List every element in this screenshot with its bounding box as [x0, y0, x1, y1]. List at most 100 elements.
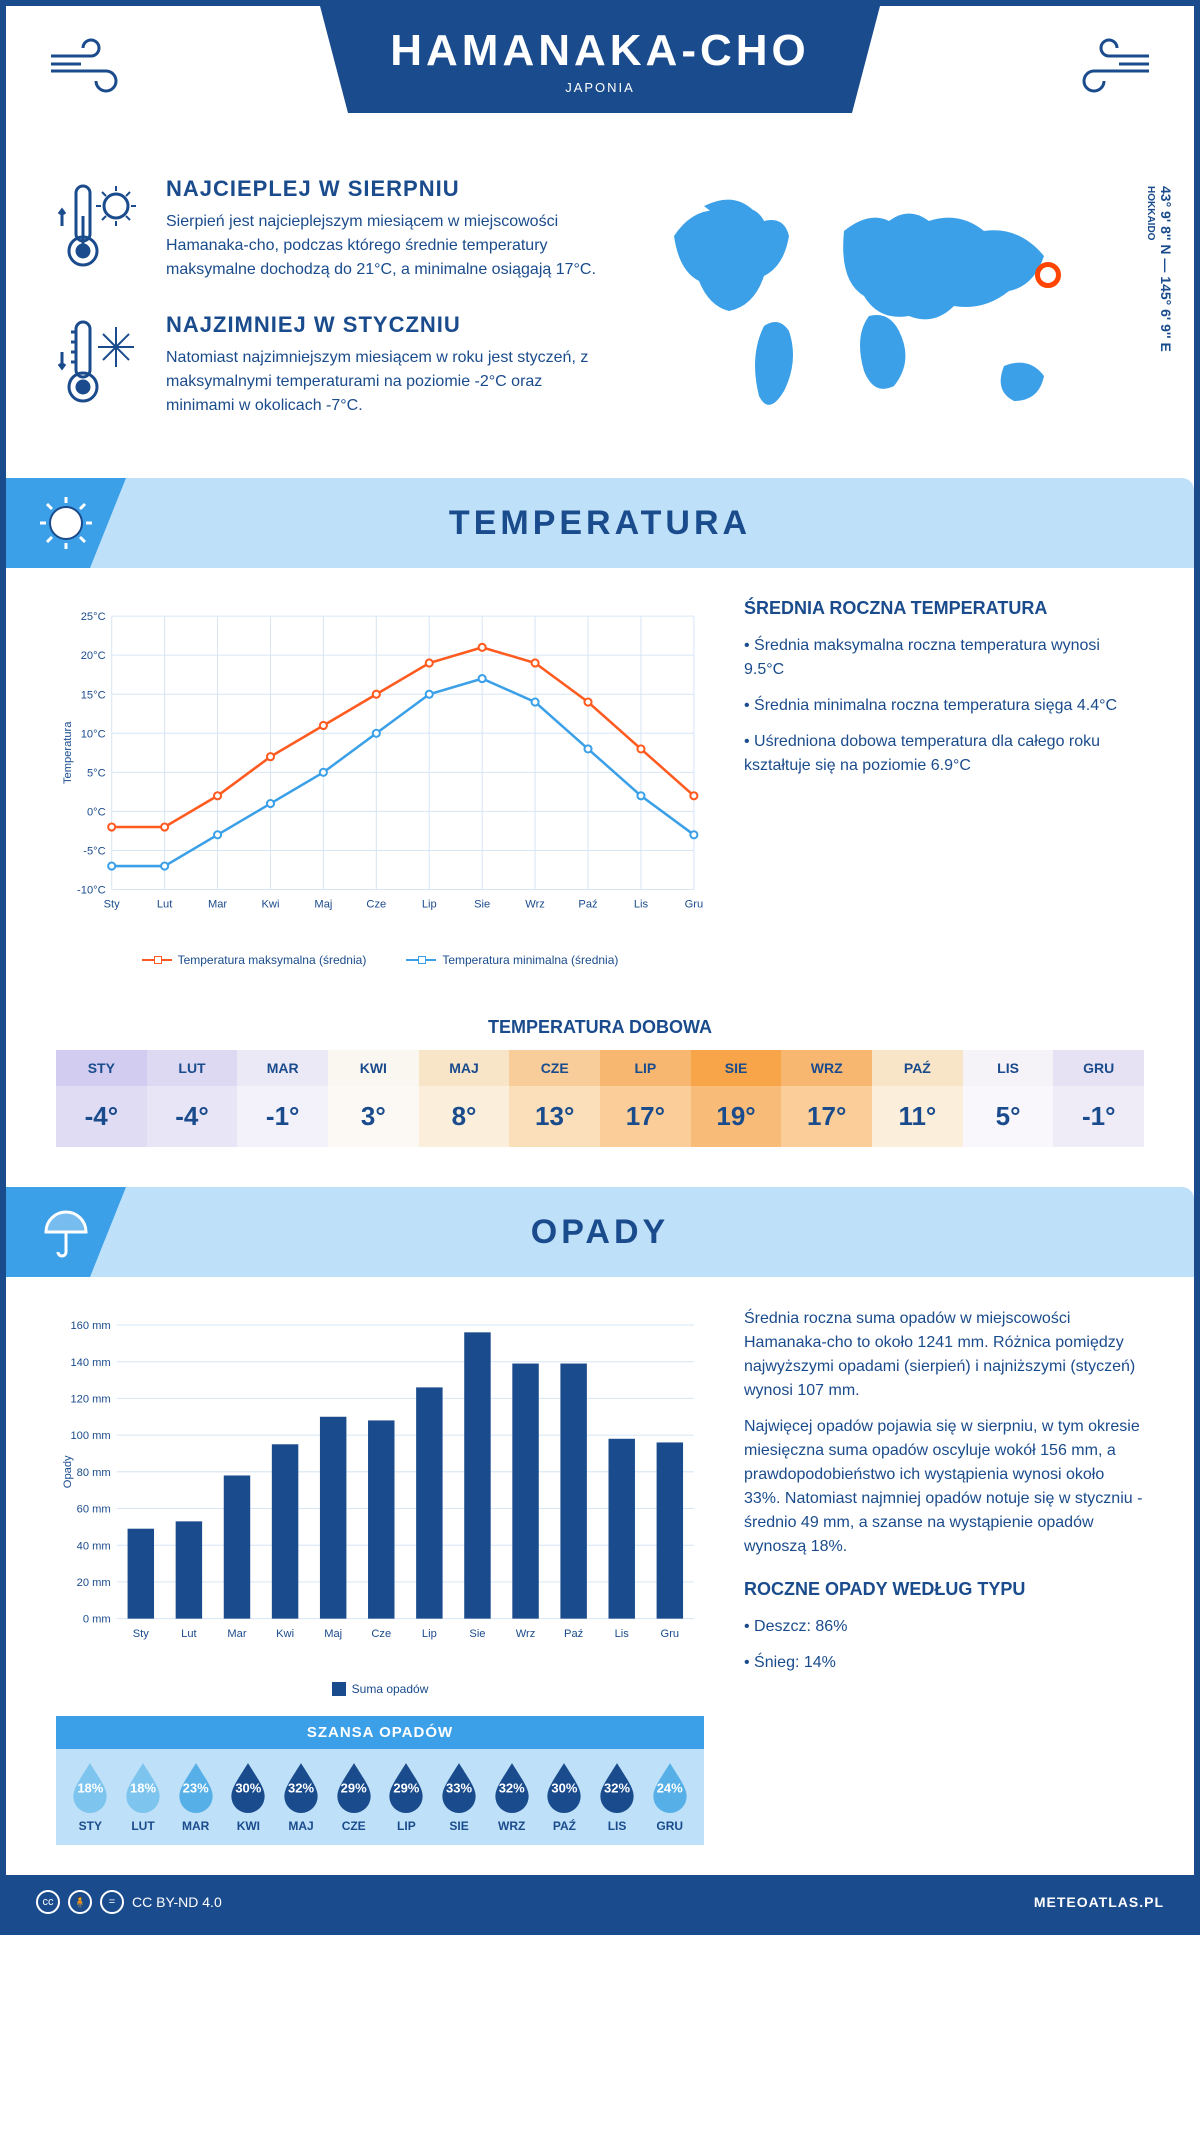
svg-text:0 mm: 0 mm: [83, 1614, 111, 1626]
svg-text:Temperatura: Temperatura: [62, 721, 74, 784]
warmest-block: NAJCIEPLEJ W SIERPNIU Sierpień jest najc…: [56, 176, 604, 287]
header: HAMANAKA-CHO JAPONIA: [6, 6, 1194, 166]
temp-content: -10°C-5°C0°C5°C10°C15°C20°C25°CStyLutMar…: [6, 598, 1194, 997]
chance-cell: 24%GRU: [643, 1761, 696, 1833]
temp-section-header: TEMPERATURA: [6, 478, 1194, 568]
daily-cell: STY-4°: [56, 1050, 147, 1147]
temp-bullet: Średnia minimalna roczna temperatura się…: [744, 694, 1144, 718]
top-section: NAJCIEPLEJ W SIERPNIU Sierpień jest najc…: [6, 166, 1194, 478]
svg-text:Paź: Paź: [578, 899, 598, 911]
legend-item: .lg-line[style*='#3ba0e8']::after{border…: [406, 953, 618, 967]
chance-cell: 32%LIS: [591, 1761, 644, 1833]
thermometer-sun-icon: [56, 176, 146, 287]
svg-text:20 mm: 20 mm: [77, 1577, 111, 1589]
svg-text:Opady: Opady: [62, 1455, 74, 1488]
infographic-container: HAMANAKA-CHO JAPONIA NAJCIEPLEJ W SIERPN…: [0, 0, 1200, 1935]
precip-types-title: ROCZNE OPADY WEDŁUG TYPU: [744, 1579, 1144, 1600]
precip-section-header: OPADY: [6, 1187, 1194, 1277]
svg-text:Wrz: Wrz: [516, 1628, 536, 1640]
page-title: HAMANAKA-CHO: [360, 26, 840, 76]
svg-text:5°C: 5°C: [87, 767, 106, 779]
temp-text-title: ŚREDNIA ROCZNA TEMPERATURA: [744, 598, 1144, 619]
svg-text:Wrz: Wrz: [525, 899, 545, 911]
temp-bullet: Średnia maksymalna roczna temperatura wy…: [744, 634, 1144, 682]
site-name: METEOATLAS.PL: [1034, 1894, 1164, 1910]
chance-cell: 29%LIP: [380, 1761, 433, 1833]
daily-cell: MAR-1°: [237, 1050, 328, 1147]
chance-box: SZANSA OPADÓW 18%STY18%LUT23%MAR30%KWI32…: [56, 1716, 704, 1845]
precip-legend: Suma opadów: [56, 1682, 704, 1696]
coords-text: 43° 9' 8'' N — 145° 6' 9'' E: [1158, 186, 1174, 352]
svg-text:Maj: Maj: [314, 899, 332, 911]
by-icon: 🧍: [68, 1890, 92, 1914]
daily-temp-title: TEMPERATURA DOBOWA: [6, 1017, 1194, 1038]
precip-title: OPADY: [531, 1213, 669, 1252]
svg-text:Kwi: Kwi: [261, 899, 279, 911]
svg-text:Sty: Sty: [104, 899, 121, 911]
daily-cell: GRU-1°: [1053, 1050, 1144, 1147]
daily-cell: CZE13°: [509, 1050, 600, 1147]
temp-chart-col: -10°C-5°C0°C5°C10°C15°C20°C25°CStyLutMar…: [56, 598, 704, 967]
svg-text:Lip: Lip: [422, 899, 437, 911]
map-col: 43° 9' 8'' N — 145° 6' 9'' E HOKKAIDO: [644, 176, 1144, 448]
svg-text:Lip: Lip: [422, 1628, 437, 1640]
svg-text:160 mm: 160 mm: [70, 1320, 110, 1332]
svg-text:Lis: Lis: [634, 899, 649, 911]
svg-text:Sie: Sie: [474, 899, 490, 911]
temp-legend: .lg-line[style*='#ff5a1f']::after{border…: [56, 953, 704, 967]
svg-text:25°C: 25°C: [81, 611, 106, 623]
top-info-col: NAJCIEPLEJ W SIERPNIU Sierpień jest najc…: [56, 176, 604, 448]
chance-cell: 32%MAJ: [275, 1761, 328, 1833]
svg-text:20°C: 20°C: [81, 650, 106, 662]
svg-text:Gru: Gru: [685, 899, 704, 911]
chance-cell: 30%KWI: [222, 1761, 275, 1833]
world-map: [644, 176, 1104, 436]
temperature-line-chart: -10°C-5°C0°C5°C10°C15°C20°C25°CStyLutMar…: [56, 598, 704, 938]
chance-cell: 30%PAŹ: [538, 1761, 591, 1833]
daily-cell: LIP17°: [600, 1050, 691, 1147]
chance-cell: 18%STY: [64, 1761, 117, 1833]
chance-cell: 32%WRZ: [485, 1761, 538, 1833]
temp-bullets: Średnia maksymalna roczna temperatura wy…: [744, 634, 1144, 778]
license-text: CC BY-ND 4.0: [132, 1894, 222, 1910]
wind-icon-left: [46, 36, 126, 110]
svg-text:Lut: Lut: [157, 899, 173, 911]
cc-icon: cc: [36, 1890, 60, 1914]
svg-text:Lut: Lut: [181, 1628, 197, 1640]
region-text: HOKKAIDO: [1145, 186, 1156, 240]
coldest-title: NAJZIMNIEJ W STYCZNIU: [166, 312, 604, 338]
wind-icon-right: [1074, 36, 1154, 110]
umbrella-icon: [6, 1187, 126, 1277]
svg-text:100 mm: 100 mm: [70, 1430, 110, 1442]
svg-text:Lis: Lis: [615, 1628, 630, 1640]
temp-bullet: Uśredniona dobowa temperatura dla całego…: [744, 730, 1144, 778]
daily-cell: KWI3°: [328, 1050, 419, 1147]
precip-chart-col: 0 mm20 mm40 mm60 mm80 mm100 mm120 mm140 …: [56, 1307, 704, 1845]
svg-text:Mar: Mar: [208, 899, 227, 911]
precip-type: Deszcz: 86%: [744, 1615, 1144, 1639]
svg-text:Kwi: Kwi: [276, 1628, 294, 1640]
temp-text-col: ŚREDNIA ROCZNA TEMPERATURA Średnia maksy…: [744, 598, 1144, 967]
svg-text:10°C: 10°C: [81, 728, 106, 740]
temp-title: TEMPERATURA: [449, 504, 751, 543]
svg-text:Mar: Mar: [227, 1628, 246, 1640]
svg-text:120 mm: 120 mm: [70, 1393, 110, 1405]
svg-text:15°C: 15°C: [81, 689, 106, 701]
precip-content: 0 mm20 mm40 mm60 mm80 mm100 mm120 mm140 …: [6, 1307, 1194, 1875]
license-block: cc 🧍 = CC BY-ND 4.0: [36, 1890, 222, 1914]
svg-text:140 mm: 140 mm: [70, 1357, 110, 1369]
svg-text:Gru: Gru: [661, 1628, 680, 1640]
daily-cell: PAŹ11°: [872, 1050, 963, 1147]
svg-text:80 mm: 80 mm: [77, 1467, 111, 1479]
svg-text:Sty: Sty: [133, 1628, 150, 1640]
svg-text:-10°C: -10°C: [77, 885, 106, 897]
daily-cell: SIE19°: [691, 1050, 782, 1147]
daily-temp-table: STY-4°LUT-4°MAR-1°KWI3°MAJ8°CZE13°LIP17°…: [56, 1050, 1144, 1147]
precip-p2: Najwięcej opadów pojawia się w sierpniu,…: [744, 1415, 1144, 1559]
precip-legend-label: Suma opadów: [352, 1682, 429, 1696]
warmest-title: NAJCIEPLEJ W SIERPNIU: [166, 176, 604, 202]
daily-cell: MAJ8°: [419, 1050, 510, 1147]
svg-text:Cze: Cze: [366, 899, 386, 911]
sun-icon: [6, 478, 126, 568]
coordinates: 43° 9' 8'' N — 145° 6' 9'' E HOKKAIDO: [1142, 186, 1174, 352]
